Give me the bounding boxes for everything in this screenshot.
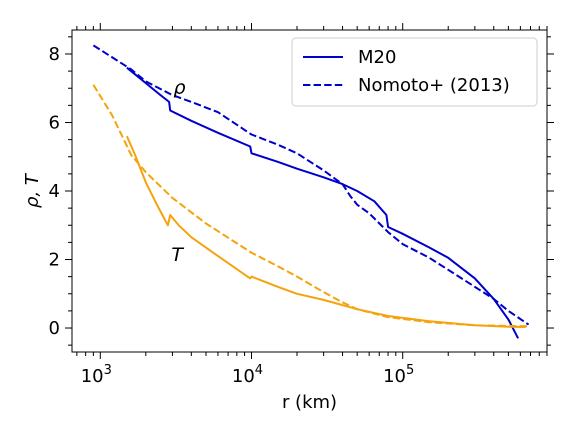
series-line-T-solid bbox=[125, 135, 526, 328]
plot-frame bbox=[71, 29, 548, 353]
annotation-rho: ρ bbox=[174, 76, 186, 98]
y-tick-label: 0 bbox=[49, 318, 60, 339]
series-line-rho-solid bbox=[126, 66, 519, 339]
x-tick-label: 104 bbox=[232, 363, 263, 387]
legend-label: Nomoto+ (2013) bbox=[358, 75, 510, 96]
y-tick-label: 4 bbox=[49, 181, 60, 202]
y-tick-label: 2 bbox=[49, 250, 60, 271]
ticks-layer bbox=[65, 23, 554, 359]
y-axis-label: ρ, T bbox=[22, 172, 43, 208]
y-tick-label: 6 bbox=[49, 112, 60, 133]
annotation-T: T bbox=[171, 244, 184, 266]
series-line-T-dashed bbox=[92, 84, 529, 328]
annotation-layer: ρT bbox=[171, 76, 185, 266]
x-tick-label: 103 bbox=[81, 363, 112, 387]
legend-box bbox=[291, 37, 538, 107]
series-layer bbox=[92, 44, 530, 339]
x-tick-label: 105 bbox=[383, 363, 414, 387]
legend: M20 Nomoto+ (2013) bbox=[291, 37, 538, 107]
series-line-rho-dashed bbox=[92, 44, 530, 326]
labels-layer: 103 104 105 0 2 4 6 8 r (km) ρ, T bbox=[22, 44, 414, 413]
y-tick-label: 8 bbox=[49, 44, 60, 65]
legend-label: M20 bbox=[358, 47, 396, 68]
x-axis-label: r (km) bbox=[282, 392, 337, 413]
